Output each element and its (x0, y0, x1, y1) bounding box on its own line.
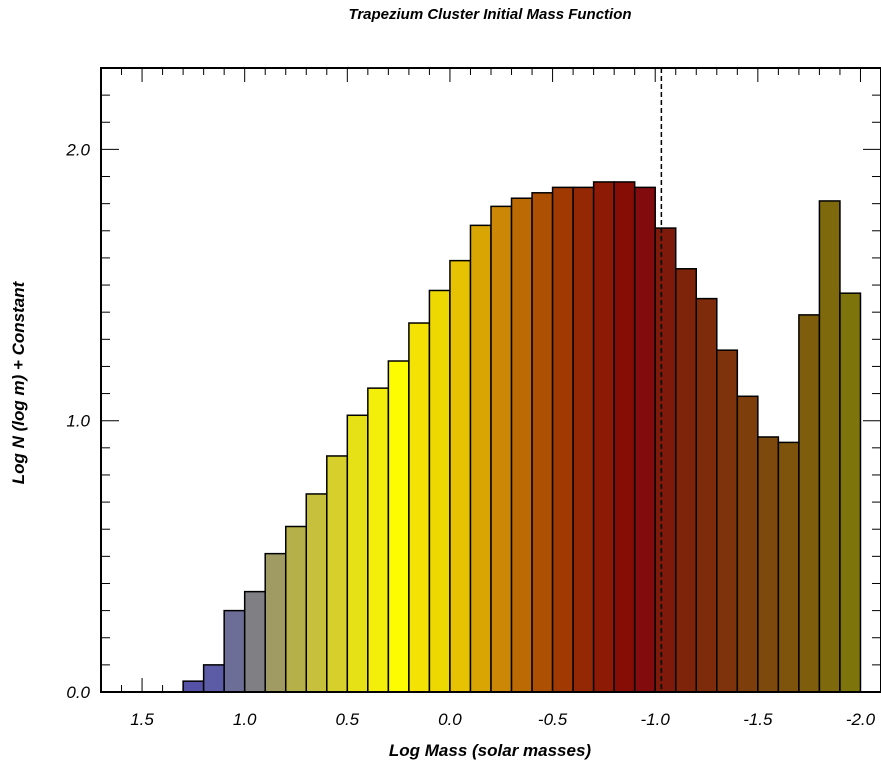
histogram-bar (654, 227, 677, 693)
histogram-bar (613, 181, 636, 693)
histogram-bar (695, 297, 718, 693)
x-tick-label: -0.5 (538, 710, 568, 729)
histogram-bar (592, 181, 615, 693)
histogram-bar (182, 680, 205, 693)
histogram-bar (387, 360, 410, 693)
histogram-bar (736, 395, 759, 693)
histogram-bar (469, 224, 492, 693)
histogram-bar (367, 387, 390, 693)
x-axis-label: Log Mass (solar masses) (389, 741, 592, 760)
histogram-bar (633, 186, 656, 693)
histogram-bar (449, 259, 472, 693)
histogram-bar (428, 289, 451, 693)
histogram-bar (510, 197, 533, 693)
y-tick-label: 0.0 (66, 683, 90, 702)
histogram-bar (716, 349, 739, 693)
histogram-bar (818, 200, 841, 693)
histogram-bar (839, 292, 862, 693)
x-tick-label: 1.5 (130, 710, 154, 729)
tick-labels: 1.5 1.0 0.5 0.0 -0.5 -1.0 -1.5 -2.0 0.0 1.0 2.0 (65, 140, 875, 729)
histogram-bar (305, 493, 328, 693)
histogram-bar (284, 525, 308, 693)
x-tick-label: 1.0 (233, 710, 257, 729)
chart-title: Trapezium Cluster Initial Mass Function (348, 6, 631, 23)
y-axis-label: Log N (log m) + Constant (9, 280, 28, 484)
histogram-bar (264, 552, 287, 693)
histogram-bar (326, 455, 349, 693)
histogram-bar (674, 268, 698, 693)
y-tick-label: 1.0 (66, 412, 90, 431)
histogram-bar (757, 436, 780, 693)
histogram-bar (202, 664, 225, 693)
histogram-bar (223, 609, 246, 693)
histogram-bar (490, 205, 513, 693)
histogram-bar (531, 192, 554, 693)
x-tick-label: -1.5 (743, 710, 773, 729)
y-tick-label: 2.0 (65, 140, 90, 159)
histogram-bar (408, 322, 431, 693)
x-tick-label: 0.5 (335, 710, 359, 729)
x-tick-label: -2.0 (846, 710, 876, 729)
ticks (101, 68, 881, 693)
bars (182, 181, 862, 693)
plot-frame (100, 67, 881, 693)
x-tick-label: -1.0 (641, 710, 671, 729)
histogram-bar (243, 590, 266, 693)
x-tick-label: 0.0 (438, 710, 462, 729)
histogram-bar (798, 314, 821, 693)
histogram-bar (777, 441, 800, 693)
histogram-bar (346, 414, 369, 693)
histogram-bar (572, 186, 595, 693)
histogram-bar (551, 186, 574, 693)
